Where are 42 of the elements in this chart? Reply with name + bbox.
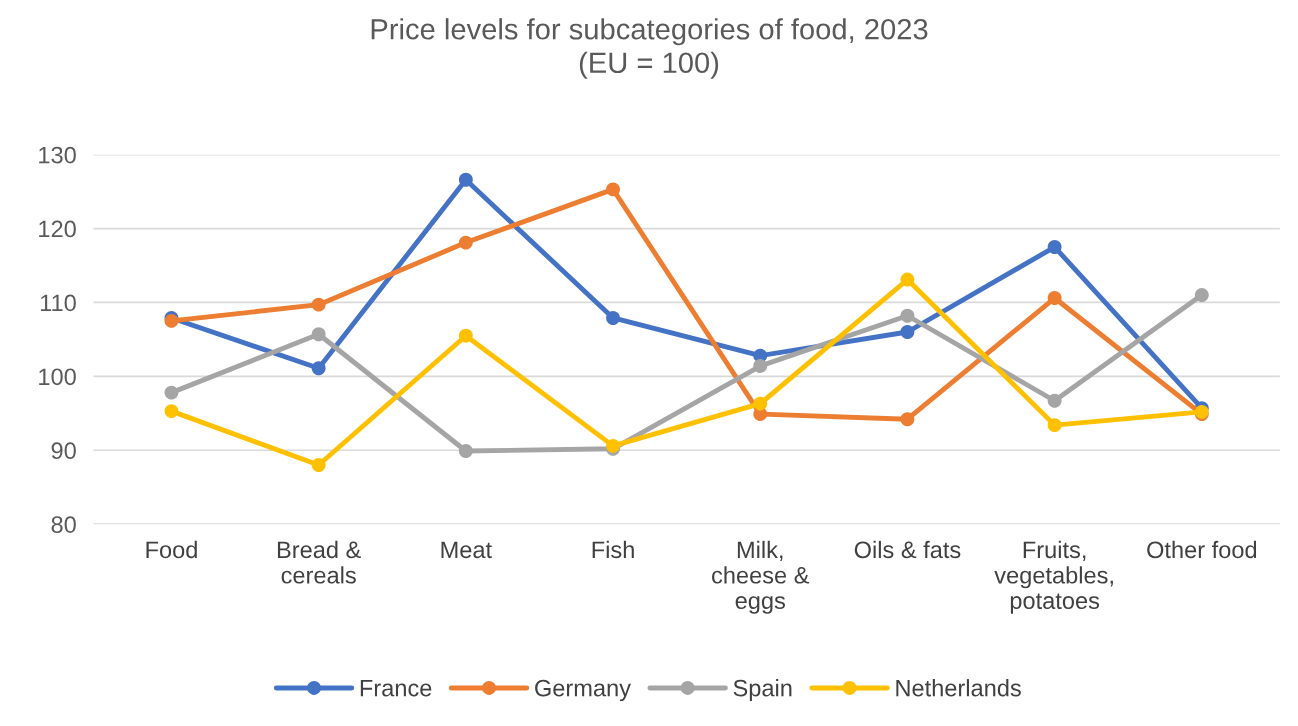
legend-label: France: [360, 679, 432, 697]
point: [164, 404, 179, 419]
point: [164, 385, 179, 400]
legend-label: Netherlands: [896, 679, 1021, 697]
x-tick-label: Meat: [441, 541, 492, 559]
point: [753, 396, 768, 411]
y-tick-label: 100: [39, 368, 76, 386]
point: [311, 458, 326, 472]
point: [900, 325, 915, 339]
point: [1047, 418, 1062, 433]
x-tick-label: Bread & cereals: [277, 540, 361, 584]
point: [458, 444, 473, 458]
point: [606, 182, 620, 197]
point: [1194, 288, 1209, 303]
point: [1047, 393, 1062, 408]
point: [1047, 291, 1062, 305]
point: [311, 361, 326, 376]
legend-label: Spain: [733, 679, 792, 702]
point: [458, 172, 473, 187]
point: [900, 272, 915, 287]
point: [606, 311, 620, 325]
y-tick-label: 130: [39, 146, 76, 164]
chart-title: Price levels for subcategories of food, 2023 (EU = 100): [371, 18, 928, 79]
x-tick-label: Oils & fats: [854, 540, 961, 559]
point: [311, 327, 326, 342]
point: [458, 235, 473, 250]
x-tick-label: Other food: [1147, 540, 1257, 559]
point: [900, 412, 915, 427]
x-tick-label: Food: [146, 540, 197, 559]
x-tick-label: Milk, cheese & eggs: [712, 540, 810, 614]
x-tick-label: Fish: [592, 540, 634, 559]
point: [900, 308, 915, 323]
y-tick-label: 110: [40, 294, 76, 312]
point: [311, 297, 326, 312]
legend-label: Germany: [535, 679, 631, 702]
point: [753, 359, 768, 373]
y-tick-label: 80: [51, 516, 76, 533]
x-tick-label: Fruits, vegetables, potatoes: [994, 540, 1113, 614]
point: [458, 328, 473, 343]
y-tick-label: 120: [39, 220, 76, 238]
point: [1047, 240, 1062, 254]
y-tick-label: 90: [51, 442, 76, 460]
